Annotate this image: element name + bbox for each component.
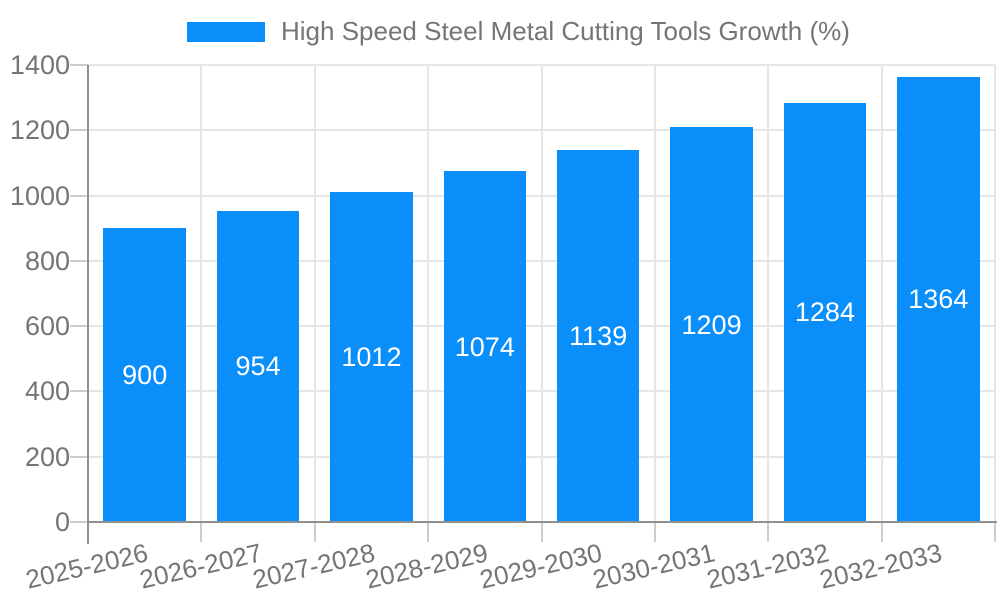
y-tick-mark bbox=[70, 129, 88, 132]
x-tick-mark bbox=[200, 522, 203, 542]
x-tick-mark bbox=[540, 522, 543, 542]
bar-2032-2033[interactable] bbox=[897, 76, 980, 522]
x-axis-tick-label: 2026-2027 bbox=[136, 537, 265, 595]
legend-swatch bbox=[187, 21, 265, 42]
x-tick-mark bbox=[313, 522, 316, 542]
bar-2029-2030[interactable] bbox=[556, 150, 640, 522]
bar-2030-2031[interactable] bbox=[670, 127, 753, 522]
v-gridline bbox=[540, 65, 543, 522]
bar-2027-2028[interactable] bbox=[330, 191, 413, 522]
bar-2028-2029[interactable] bbox=[443, 171, 527, 522]
y-axis-line bbox=[87, 65, 89, 544]
v-gridline bbox=[767, 65, 770, 522]
y-axis-tick-label: 1000 bbox=[9, 180, 70, 211]
bar-2026-2027[interactable] bbox=[216, 210, 300, 522]
v-gridline bbox=[880, 65, 883, 522]
y-tick-mark bbox=[70, 64, 88, 66]
y-tick-mark bbox=[70, 194, 88, 197]
v-gridline bbox=[200, 65, 203, 522]
x-tick-mark bbox=[767, 522, 770, 542]
y-tick-mark bbox=[70, 325, 88, 328]
y-axis-tick-label: 600 bbox=[24, 311, 70, 342]
x-tick-mark bbox=[994, 522, 996, 542]
x-axis-tick-label: 2027-2028 bbox=[249, 537, 378, 595]
y-axis-tick-label: 800 bbox=[24, 245, 70, 276]
x-axis-line bbox=[88, 521, 997, 523]
y-axis-tick-label: 400 bbox=[24, 376, 70, 407]
v-gridline bbox=[653, 65, 656, 522]
legend: High Speed Steel Metal Cutting Tools Gro… bbox=[187, 16, 850, 47]
bar-value-label: 1074 bbox=[454, 331, 515, 362]
bar-2031-2032[interactable] bbox=[783, 102, 867, 522]
bar-value-label: 1209 bbox=[681, 309, 742, 340]
x-axis-tick-label: 2031-2032 bbox=[703, 537, 832, 595]
bar-value-label: 954 bbox=[235, 351, 281, 382]
x-tick-mark bbox=[653, 522, 656, 542]
bar-value-label: 1364 bbox=[908, 284, 969, 315]
y-tick-mark bbox=[70, 455, 88, 458]
v-gridline bbox=[994, 65, 996, 522]
x-axis-tick-label: 2028-2029 bbox=[363, 537, 492, 595]
bar-2025-2026[interactable] bbox=[103, 228, 186, 522]
v-gridline bbox=[427, 65, 430, 522]
y-tick-mark bbox=[70, 259, 88, 262]
bar-value-label: 1284 bbox=[794, 297, 855, 328]
y-axis-tick-label: 200 bbox=[24, 441, 70, 472]
y-axis-tick-label: 0 bbox=[54, 507, 70, 537]
y-axis-tick-label: 1400 bbox=[9, 50, 70, 80]
x-axis-tick-label: 2032-2033 bbox=[816, 537, 945, 595]
y-tick-mark bbox=[70, 390, 88, 393]
bar-value-label: 900 bbox=[122, 360, 168, 391]
y-axis-tick-label: 1200 bbox=[9, 115, 70, 146]
x-axis-tick-label: 2030-2031 bbox=[590, 537, 718, 595]
x-tick-mark bbox=[427, 522, 430, 542]
bar-value-label: 1012 bbox=[341, 341, 402, 372]
legend-label: High Speed Steel Metal Cutting Tools Gro… bbox=[281, 16, 850, 46]
x-axis-tick-label: 2025-2026 bbox=[23, 537, 152, 595]
bar-value-label: 1139 bbox=[569, 321, 628, 352]
y-tick-mark bbox=[70, 521, 88, 523]
x-tick-mark bbox=[880, 522, 883, 542]
x-axis-tick-label: 2029-2030 bbox=[476, 537, 605, 595]
v-gridline bbox=[313, 65, 316, 522]
